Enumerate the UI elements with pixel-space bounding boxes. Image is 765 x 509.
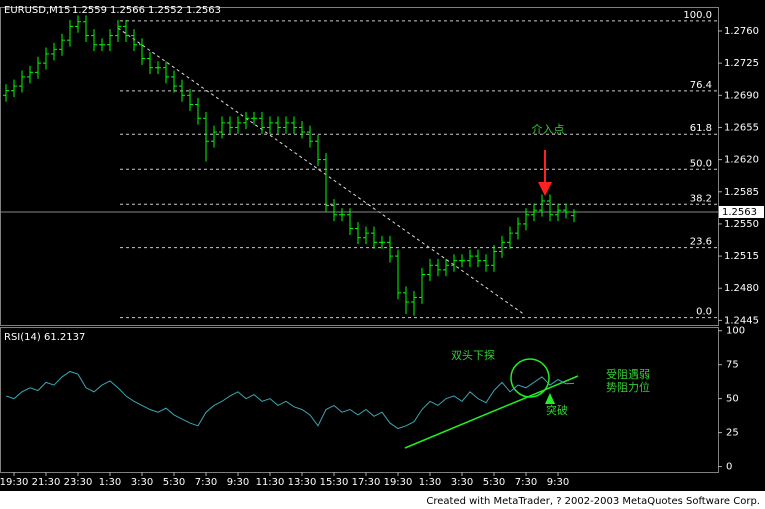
header-close: 1.2563	[186, 5, 221, 16]
rsi-panel	[0, 327, 719, 473]
y-tick-label: 1.2480	[724, 283, 759, 294]
annotation: 势阻力位	[606, 380, 650, 394]
main-panel	[0, 7, 719, 326]
x-tick-label: 9:30	[547, 477, 569, 488]
y-tick-label: 1.2515	[724, 251, 759, 262]
fib-label: 76.4	[690, 80, 712, 91]
header-open: 1.2559	[72, 5, 107, 16]
x-tick-label: 7:30	[195, 477, 217, 488]
y-tick-label: 0	[726, 462, 732, 473]
x-tick-label: 15:30	[320, 477, 349, 488]
annotation: 双头下探	[451, 349, 495, 362]
header-high: 1.2566	[110, 5, 145, 16]
annotation: 介入点	[532, 123, 565, 136]
x-tick-label: 5:30	[163, 477, 185, 488]
x-tick-label: 1:30	[99, 477, 121, 488]
rsi-value: 61.2137	[44, 332, 85, 343]
x-tick-label: 19:30	[0, 477, 28, 488]
annotation: 突破	[546, 403, 568, 417]
fib-label: 0.0	[696, 307, 712, 318]
y-tick-label: 1.2585	[724, 187, 759, 198]
x-tick-label: 13:30	[288, 477, 317, 488]
y-tick-label: 100	[726, 326, 745, 337]
fib-label: 61.8	[690, 123, 712, 134]
rsi-trend-line	[404, 375, 579, 449]
fib-label: 38.2	[690, 193, 712, 204]
x-tick-label: 23:30	[64, 477, 93, 488]
y-tick-label: 1.2445	[724, 315, 759, 326]
x-tick-label: 1:30	[419, 477, 441, 488]
y-tick-label: 1.2690	[724, 90, 759, 101]
annotation: 受阻遇弱	[606, 368, 650, 381]
break-arrow	[545, 393, 555, 404]
circle-mark	[510, 358, 550, 398]
fib-label: 23.6	[690, 237, 712, 248]
trend-line	[117, 27, 526, 316]
x-tick-label: 19:30	[384, 477, 413, 488]
fib-label: 50.0	[690, 158, 712, 169]
y-tick-label: 1.2725	[724, 58, 759, 69]
arrow-head	[538, 182, 552, 196]
y-tick-label: 1.2550	[724, 219, 759, 230]
price-label: 1.2563	[722, 207, 757, 218]
y-tick-label: 25	[726, 428, 739, 439]
x-tick-label: 9:30	[227, 477, 249, 488]
rsi-title: RSI(14)	[4, 332, 41, 343]
y-tick-label: 75	[726, 360, 739, 371]
price-box	[719, 205, 764, 218]
rsi-line	[5, 370, 575, 430]
x-tick-label: 7:30	[515, 477, 537, 488]
x-tick-label: 21:30	[32, 477, 61, 488]
x-tick-label: 3:30	[131, 477, 153, 488]
y-tick-label: 50	[726, 394, 739, 405]
x-tick-label: 17:30	[352, 477, 381, 488]
header-low: 1.2552	[148, 5, 183, 16]
footer: Created with MetaTrader, ? 2002-2003 Met…	[426, 496, 760, 507]
x-tick-label: 11:30	[256, 477, 285, 488]
x-tick-label: 5:30	[483, 477, 505, 488]
x-tick-label: 3:30	[451, 477, 473, 488]
y-tick-label: 1.2760	[724, 26, 759, 37]
y-tick-label: 1.2655	[724, 122, 759, 133]
y-tick-label: 1.2620	[724, 155, 759, 166]
fib-label: 100.0	[683, 10, 712, 21]
symbol: EURUSD,M15	[4, 5, 70, 16]
